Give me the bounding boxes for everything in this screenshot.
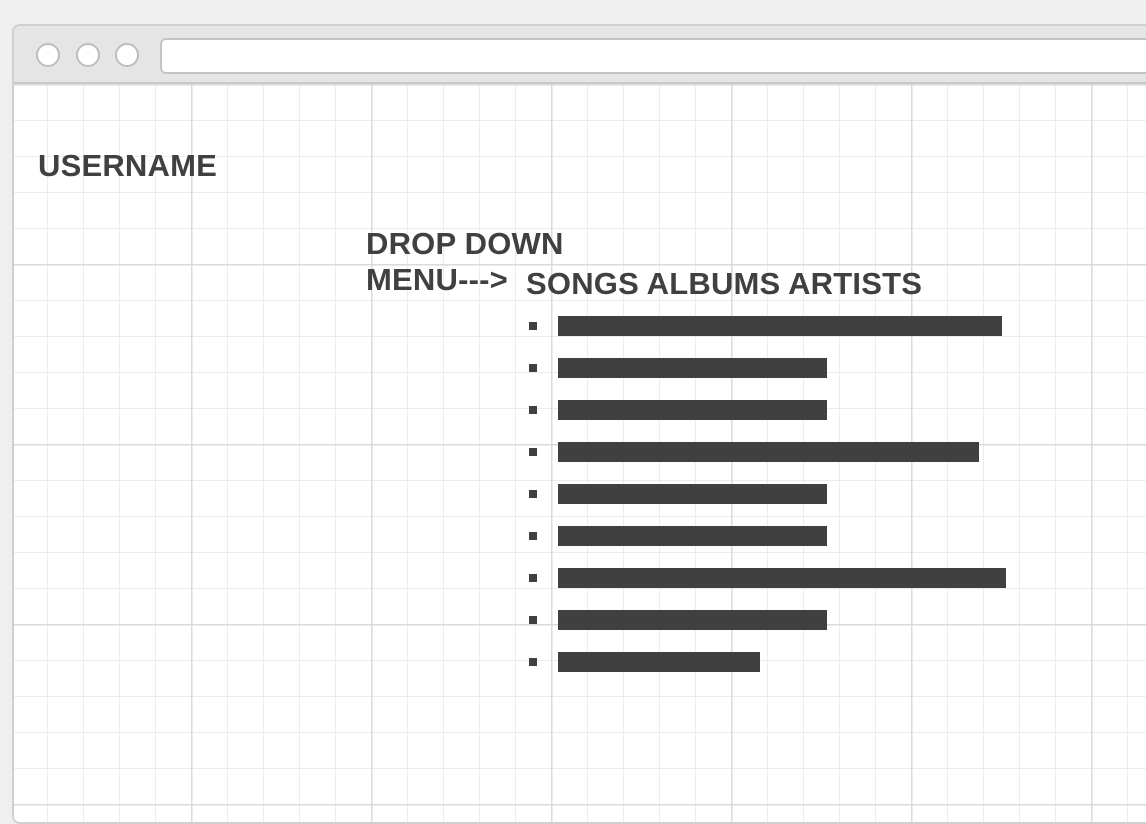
page-canvas: USERNAME DROP DOWN MENU---> SONGS ALBUMS…: [14, 84, 1146, 822]
text-placeholder-bar: [558, 526, 827, 546]
text-placeholder-bar: [558, 610, 827, 630]
bullet-icon: [529, 322, 537, 330]
bullet-icon: [529, 448, 537, 456]
bullet-icon: [529, 490, 537, 498]
list-item[interactable]: [524, 526, 1044, 568]
text-placeholder-bar: [558, 358, 827, 378]
dropdown-annotation-line2: MENU--->: [366, 262, 508, 297]
text-placeholder-bar: [558, 316, 1002, 336]
window-minimize-button[interactable]: [76, 43, 100, 67]
list-item[interactable]: [524, 442, 1044, 484]
list-item[interactable]: [524, 610, 1044, 652]
text-placeholder-bar: [558, 568, 1006, 588]
window-close-button[interactable]: [36, 43, 60, 67]
window-maximize-button[interactable]: [115, 43, 139, 67]
text-placeholder-bar: [558, 484, 827, 504]
list-item[interactable]: [524, 568, 1044, 610]
dropdown-menu-tabs[interactable]: SONGS ALBUMS ARTISTS: [526, 266, 923, 301]
bullet-icon: [529, 616, 537, 624]
list-item[interactable]: [524, 484, 1044, 526]
username-label[interactable]: USERNAME: [38, 148, 218, 183]
list-item[interactable]: [524, 358, 1044, 400]
dropdown-annotation-line1: DROP DOWN: [366, 226, 564, 261]
browser-window: USERNAME DROP DOWN MENU---> SONGS ALBUMS…: [12, 24, 1146, 824]
list-item[interactable]: [524, 400, 1044, 442]
text-placeholder-bar: [558, 400, 827, 420]
bullet-icon: [529, 658, 537, 666]
result-list: [524, 316, 1044, 694]
list-item[interactable]: [524, 652, 1044, 694]
browser-titlebar: [14, 26, 1146, 84]
text-placeholder-bar: [558, 652, 760, 672]
bullet-icon: [529, 364, 537, 372]
list-item[interactable]: [524, 316, 1044, 358]
bullet-icon: [529, 574, 537, 582]
address-bar[interactable]: [160, 38, 1146, 74]
text-placeholder-bar: [558, 442, 979, 462]
bullet-icon: [529, 406, 537, 414]
bullet-icon: [529, 532, 537, 540]
